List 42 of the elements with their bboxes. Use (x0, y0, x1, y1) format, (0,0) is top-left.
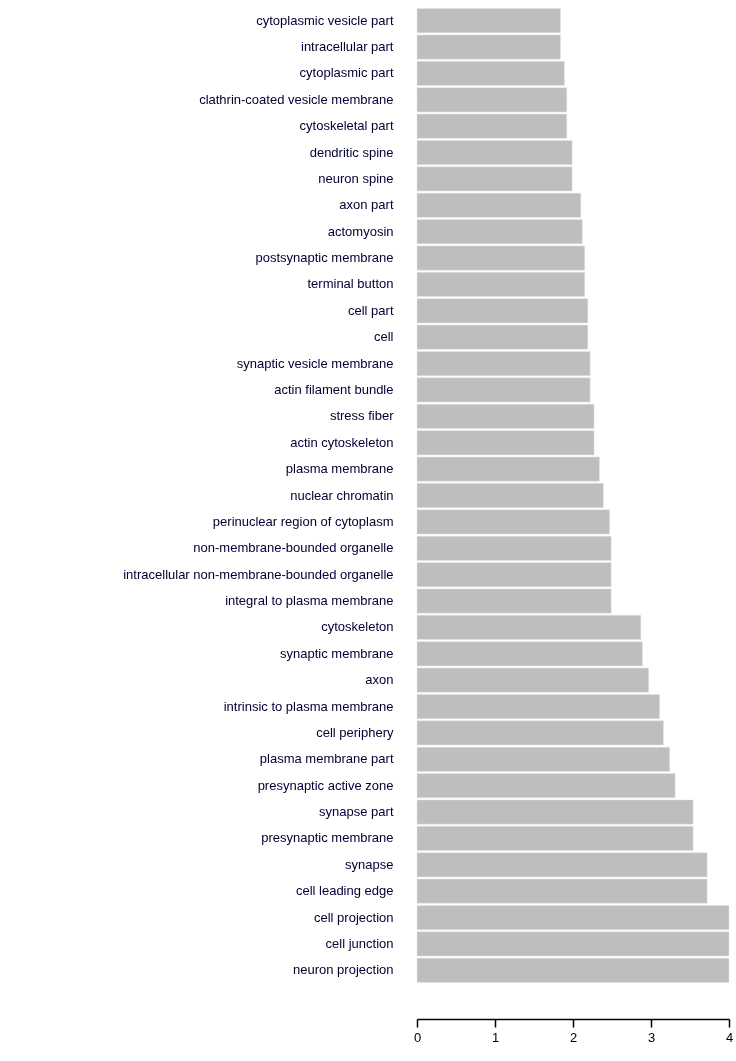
y-tick-label: cell projection (314, 909, 394, 925)
x-tick-label: 1 (491, 1029, 500, 1045)
y-tick-label: cell junction (325, 935, 394, 951)
y-tick-label: cell part (347, 302, 394, 318)
y-tick-label: non-membrane-bounded organelle (193, 540, 394, 556)
x-tick-label: 2 (569, 1029, 578, 1045)
y-tick-label: neuron spine (318, 170, 394, 186)
y-tick-label: plasma membrane part (259, 751, 394, 767)
y-tick-label: axon (365, 672, 394, 688)
y-tick-label: cytoskeletal part (299, 118, 394, 134)
y-tick-label: actomyosin (327, 223, 394, 239)
y-tick-label: cytoskeleton (321, 619, 394, 635)
y-tick-label: presynaptic membrane (261, 830, 394, 846)
y-tick-label: actin filament bundle (274, 381, 394, 397)
y-tick-label: plasma membrane (285, 461, 394, 477)
y-tick-label: cytoplasmic part (299, 65, 394, 81)
y-tick-label: intracellular non-membrane-bounded organelle (123, 566, 394, 582)
y-tick-label: cell (373, 329, 394, 345)
y-tick-label: intracellular part (301, 39, 394, 55)
y-tick-label: stress fiber (329, 408, 395, 424)
y-tick-label: intrinsic to plasma membrane (223, 698, 394, 714)
y-tick-label: terminal button (307, 276, 394, 292)
x-tick-label: 0 (413, 1029, 422, 1045)
y-tick-label: integral to plasma membrane (225, 593, 394, 609)
y-tick-label: cytoplasmic vesicle part (256, 12, 394, 28)
y-tick-label: synaptic vesicle membrane (236, 355, 394, 371)
x-tick-label: 3 (647, 1029, 656, 1045)
y-tick-label: neuron projection (293, 962, 394, 978)
y-tick-label: synaptic membrane (280, 645, 394, 661)
y-tick-label: dendritic spine (309, 144, 394, 160)
y-tick-label: nuclear chromatin (290, 487, 394, 503)
x-tick-label: 4 (725, 1029, 734, 1045)
y-tick-label: axon part (339, 197, 394, 213)
y-tick-label: cell leading edge (295, 883, 394, 899)
y-tick-label: clathrin-coated vesicle membrane (199, 91, 394, 107)
y-tick-label: postsynaptic membrane (255, 250, 394, 266)
y-tick-label: synapse (345, 856, 394, 872)
y-tick-label: presynaptic active zone (257, 777, 394, 793)
y-tick-label: cell periphery (316, 724, 394, 740)
y-tick-label: actin cytoskeleton (290, 434, 394, 450)
y-tick-label: perinuclear region of cytoplasm (212, 513, 394, 529)
y-tick-label: synapse part (319, 804, 394, 820)
